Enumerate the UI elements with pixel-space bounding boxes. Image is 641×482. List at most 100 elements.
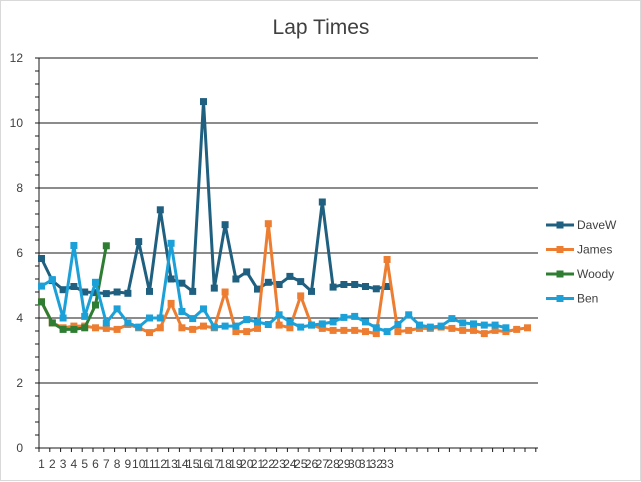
x-tick-label: 9: [125, 457, 132, 471]
data-point: [340, 313, 348, 321]
data-point: [70, 283, 78, 290]
y-tick-label: 12: [10, 51, 24, 65]
data-point: [524, 324, 531, 332]
data-point: [189, 325, 197, 333]
series-line: [40, 100, 388, 296]
data-point: [59, 325, 67, 333]
x-tick-label: 25: [294, 457, 308, 471]
x-tick-label: 6: [92, 457, 99, 471]
legend-swatch-marker: [556, 246, 564, 253]
data-point: [286, 318, 294, 326]
data-point: [372, 285, 380, 293]
data-point: [38, 255, 45, 262]
data-point: [275, 321, 283, 329]
data-point: [156, 206, 164, 214]
x-tick-label: 10: [132, 457, 146, 471]
data-point: [383, 283, 391, 290]
data-point: [70, 242, 78, 249]
data-point: [351, 326, 359, 334]
data-point: [362, 283, 369, 290]
legend-swatch-marker: [556, 221, 564, 229]
y-tick-label: 10: [10, 116, 24, 130]
data-point: [38, 298, 45, 306]
data-point: [416, 321, 423, 329]
series-james: [38, 220, 531, 338]
data-point: [135, 238, 143, 246]
x-tick-label: 26: [305, 457, 319, 471]
data-point: [102, 290, 110, 298]
data-point: [480, 330, 488, 338]
data-point: [491, 326, 499, 334]
legend-swatch-marker: [556, 270, 564, 278]
data-point: [232, 275, 240, 283]
x-tick-label: 1: [38, 457, 45, 471]
data-point: [189, 287, 197, 295]
data-point: [232, 322, 240, 330]
x-tick-label: 33: [380, 457, 394, 471]
legend-label: DaveW: [577, 218, 617, 232]
data-point: [480, 321, 488, 329]
y-tick-labels: 0 2 4 6 8 10 12: [10, 51, 24, 455]
data-point: [297, 323, 305, 331]
data-point: [167, 239, 175, 247]
x-tick-label: 13: [164, 457, 178, 471]
data-point: [48, 276, 56, 284]
x-tick-label: 29: [337, 457, 351, 471]
data-point: [113, 325, 121, 333]
x-tick-label: 23: [272, 457, 286, 471]
data-point: [200, 322, 207, 330]
x-tick-label: 5: [81, 457, 88, 471]
data-point: [59, 286, 67, 294]
x-tick-label: 31: [359, 457, 373, 471]
data-point: [146, 287, 153, 295]
data-point: [156, 314, 164, 322]
data-point: [470, 320, 477, 328]
y-tick-label: 6: [16, 246, 23, 260]
x-tick-label: 30: [348, 457, 362, 471]
data-point: [318, 320, 326, 328]
data-point: [286, 272, 294, 280]
data-point: [146, 314, 153, 322]
data-point: [243, 328, 251, 336]
data-point: [178, 308, 186, 315]
axes: [35, 57, 538, 452]
chart-title: Lap Times: [273, 16, 370, 39]
legend-label: Ben: [577, 292, 598, 306]
data-point: [405, 326, 413, 334]
data-point: [394, 321, 402, 328]
x-tick-label: 11: [143, 457, 156, 471]
legend-item-woody: Woody: [546, 267, 614, 281]
data-point: [167, 275, 175, 283]
data-point: [189, 315, 197, 323]
data-point: [286, 324, 294, 332]
data-point: [59, 314, 67, 322]
x-tick-labels: 1 2 3 4 5 6 7 8 9 1011121314151617181920212223242…: [38, 457, 394, 471]
data-point: [275, 281, 283, 288]
data-point: [70, 325, 78, 333]
legend-swatch-marker: [556, 295, 564, 302]
data-point: [513, 325, 521, 333]
data-point: [243, 316, 251, 324]
x-tick-label: 27: [316, 457, 330, 471]
data-point: [372, 324, 380, 332]
data-point: [264, 220, 272, 228]
data-point: [362, 328, 369, 336]
x-tick-label: 7: [103, 457, 110, 471]
data-point: [178, 279, 186, 287]
data-point: [502, 328, 510, 336]
data-point: [156, 324, 164, 332]
series-line: [40, 222, 528, 336]
data-point: [81, 288, 89, 296]
y-tick-label: 2: [16, 376, 23, 390]
data-point: [491, 321, 499, 329]
data-point: [146, 329, 153, 337]
data-point: [264, 278, 272, 286]
x-tick-label: 19: [229, 457, 243, 471]
data-point: [308, 321, 315, 329]
data-point: [92, 289, 99, 297]
data-point: [297, 292, 305, 300]
data-point: [351, 312, 359, 320]
data-point: [502, 324, 510, 332]
